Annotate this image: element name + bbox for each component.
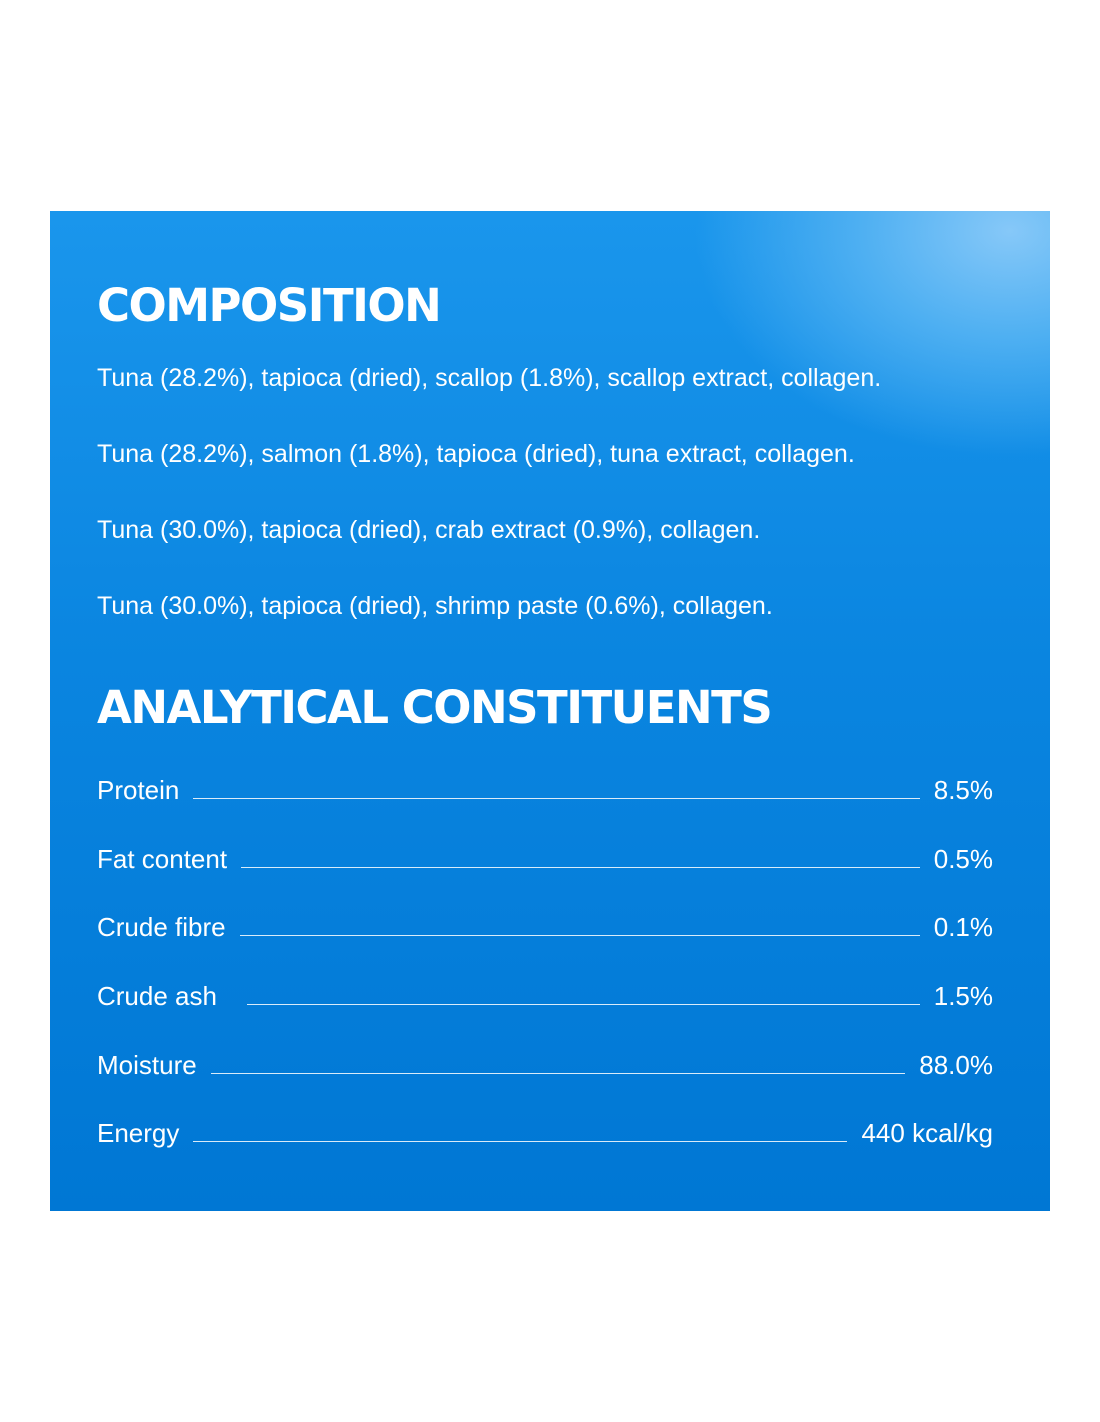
constituent-label: Moisture — [97, 1049, 197, 1080]
composition-line: Tuna (30.0%), tapioca (dried), crab extr… — [97, 516, 761, 544]
composition-line: Tuna (28.2%), salmon (1.8%), tapioca (dr… — [97, 440, 855, 468]
analytical-constituents-title: ANALYTICAL CONSTITUENTS — [97, 681, 773, 734]
leader-line — [246, 1004, 920, 1005]
constituent-value: 0.5% — [933, 843, 993, 874]
composition-line: Tuna (28.2%), tapioca (dried), scallop (… — [97, 364, 882, 392]
constituent-value: 0.1% — [933, 911, 993, 942]
constituent-label: Crude ash — [97, 980, 217, 1011]
constituent-label: Fat content — [97, 843, 228, 874]
constituent-row-energy: Energy 440 kcal/kg — [97, 1116, 993, 1150]
constituent-value: 8.5% — [933, 774, 993, 805]
constituent-label: Energy — [97, 1117, 180, 1148]
leader-line — [241, 867, 920, 868]
constituent-row-crude-fibre: Crude fibre 0.1% — [97, 910, 993, 944]
nutrition-panel: COMPOSITION Tuna (28.2%), tapioca (dried… — [50, 211, 1050, 1211]
constituent-value: 88.0% — [919, 1049, 993, 1080]
constituent-value: 440 kcal/kg — [861, 1117, 993, 1148]
leader-line — [239, 935, 920, 936]
constituent-label: Crude fibre — [97, 911, 226, 942]
constituent-row-moisture: Moisture 88.0% — [97, 1048, 993, 1082]
composition-title: COMPOSITION — [97, 279, 442, 332]
leader-line — [210, 1073, 906, 1074]
constituent-row-protein: Protein 8.5% — [97, 773, 993, 807]
constituent-row-crude-ash: Crude ash 1.5% — [97, 979, 993, 1013]
leader-line — [193, 1141, 848, 1142]
composition-line: Tuna (30.0%), tapioca (dried), shrimp pa… — [97, 592, 773, 620]
constituent-label: Protein — [97, 774, 180, 805]
constituent-row-fat-content: Fat content 0.5% — [97, 842, 993, 876]
constituent-value: 1.5% — [933, 980, 993, 1011]
leader-line — [193, 798, 920, 799]
